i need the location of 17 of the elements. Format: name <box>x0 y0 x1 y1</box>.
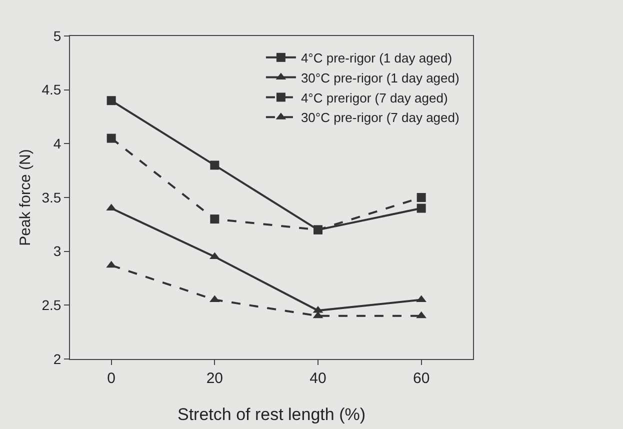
y-axis-title: Peak force (N) <box>17 149 34 246</box>
y-tick-label: 3 <box>53 243 62 260</box>
y-tick-label: 4.5 <box>42 82 62 98</box>
y-tick-label: 5 <box>53 28 62 44</box>
legend-label: 30°C pre-rigor (7 day aged) <box>300 110 460 126</box>
y-tick-label: 2 <box>53 350 62 367</box>
y-tick-label: 2.5 <box>42 297 62 314</box>
y-tick-label: 3.5 <box>42 189 62 206</box>
y-tick-label: 4 <box>53 136 62 152</box>
x-tick-label: 60 <box>412 370 430 387</box>
x-tick-label: 40 <box>310 370 326 387</box>
legend-label: 4°C pre-rigor (1 day aged) <box>300 50 452 66</box>
legend-label: 4°C prerigor (7 day aged) <box>300 90 448 106</box>
x-axis-title: Stretch of rest length (%) <box>177 405 366 424</box>
x-tick-label: 20 <box>206 370 224 387</box>
x-tick-label: 0 <box>107 370 116 387</box>
legend-label: 30°C pre-rigor (1 day aged) <box>300 70 460 86</box>
